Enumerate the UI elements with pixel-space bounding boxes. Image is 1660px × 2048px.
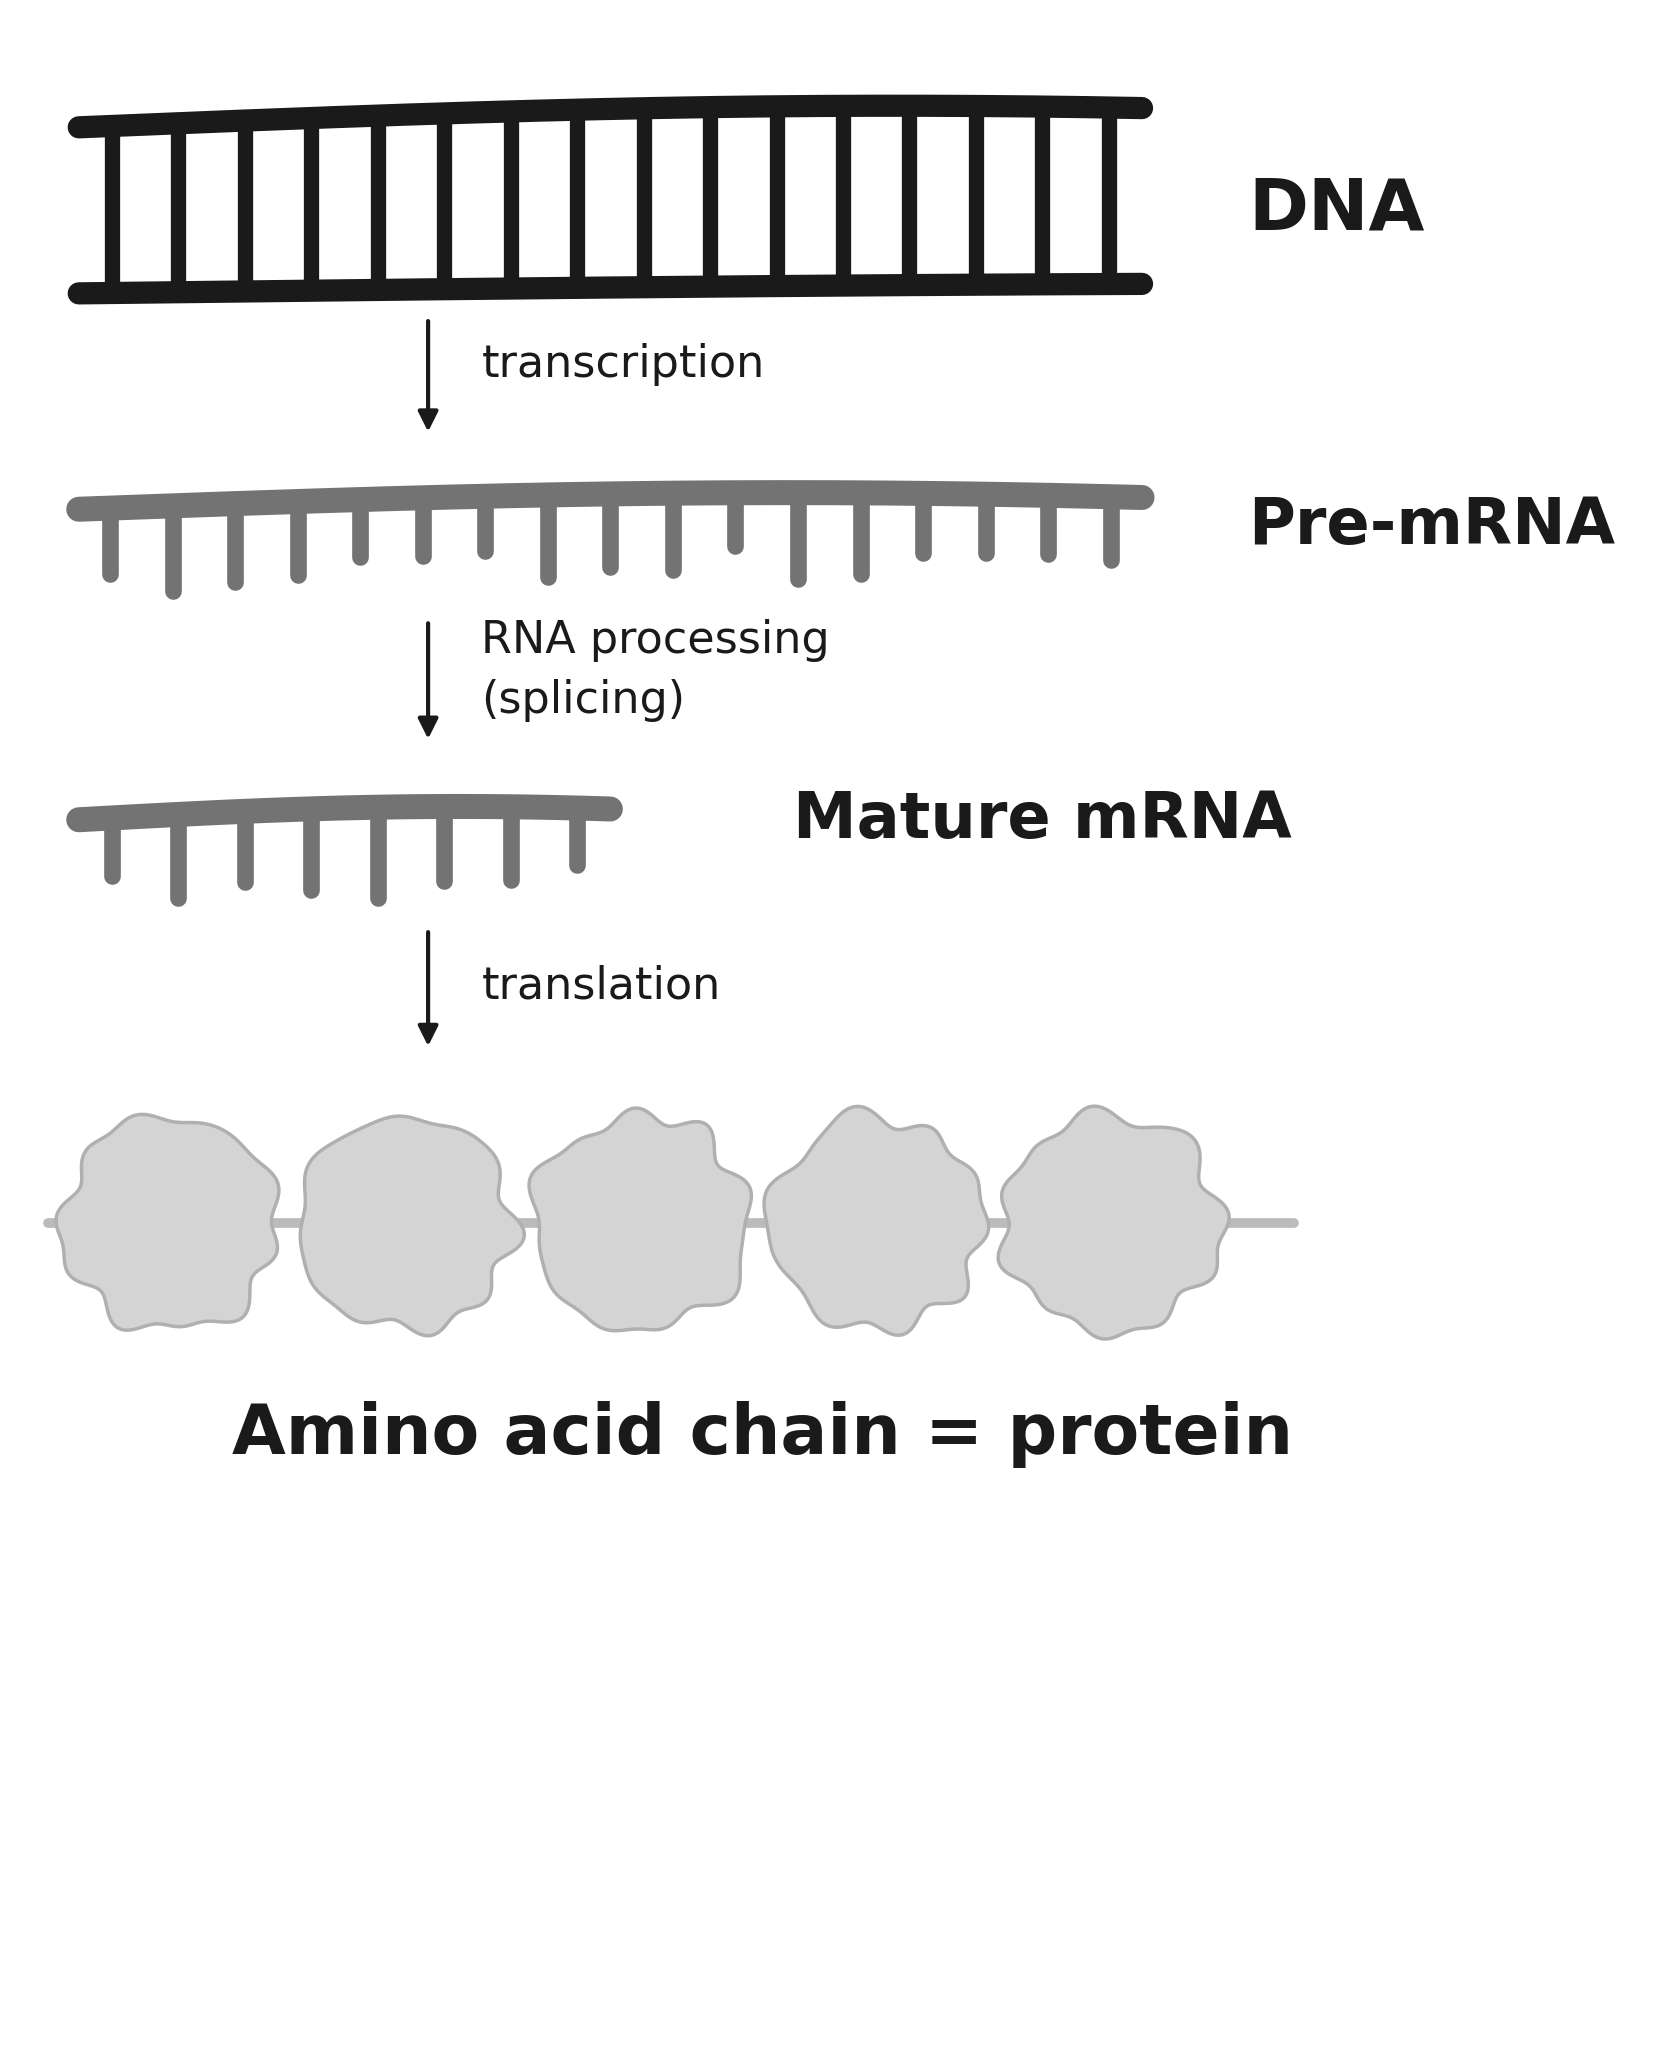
Polygon shape: [998, 1106, 1228, 1339]
Text: Pre-mRNA: Pre-mRNA: [1248, 496, 1615, 557]
Polygon shape: [764, 1106, 989, 1335]
Text: Amino acid chain = protein: Amino acid chain = protein: [232, 1401, 1293, 1468]
Text: DNA: DNA: [1248, 176, 1424, 246]
Polygon shape: [300, 1116, 525, 1335]
Polygon shape: [56, 1114, 279, 1331]
Text: translation: translation: [481, 965, 720, 1008]
Text: Mature mRNA: Mature mRNA: [793, 788, 1291, 850]
Text: RNA processing
(splicing): RNA processing (splicing): [481, 618, 830, 721]
Text: transcription: transcription: [481, 344, 765, 387]
Polygon shape: [530, 1108, 752, 1331]
